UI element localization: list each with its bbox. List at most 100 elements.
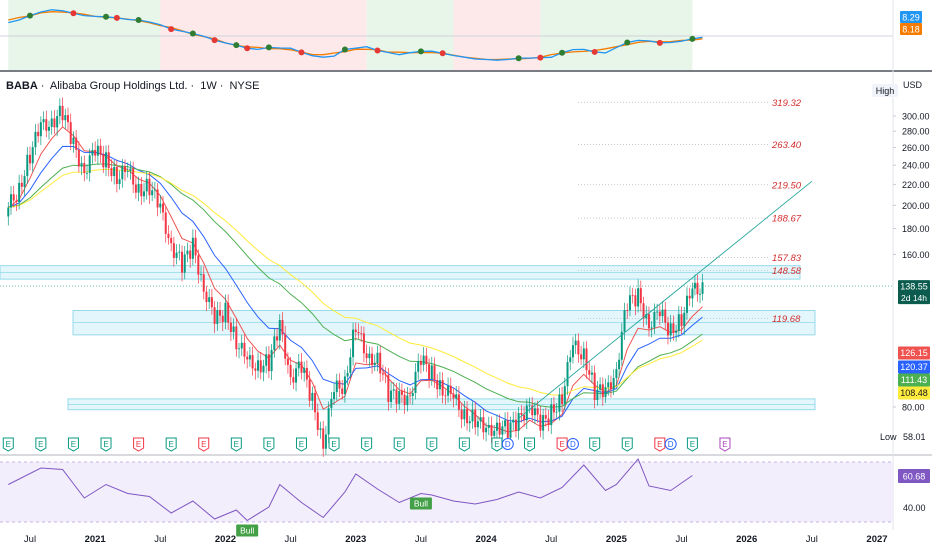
candle-body xyxy=(265,354,268,366)
x-axis-tick-label: Jul xyxy=(154,534,166,545)
candle-body xyxy=(221,315,224,323)
candle-body xyxy=(653,312,656,328)
earnings-marker[interactable] xyxy=(67,437,79,452)
earnings-marker[interactable] xyxy=(491,437,503,452)
earnings-marker-letter: E xyxy=(299,440,304,449)
candle-body xyxy=(37,131,40,137)
candle-body xyxy=(29,154,31,164)
candle-body xyxy=(83,163,86,174)
earnings-marker[interactable] xyxy=(295,437,307,452)
candle-body xyxy=(368,353,371,359)
x-axis-tick-label: 2025 xyxy=(606,534,628,545)
moving-average-value: 111.43 xyxy=(901,375,927,385)
candle-body xyxy=(615,369,618,379)
earnings-marker[interactable] xyxy=(556,437,568,452)
rsi-pane: Bull Bull xyxy=(0,458,893,537)
x-axis-tick-label: Jul xyxy=(24,534,36,545)
candle-body xyxy=(487,424,490,428)
earnings-marker[interactable] xyxy=(393,437,405,452)
earnings-marker[interactable] xyxy=(230,437,242,452)
earnings-marker[interactable] xyxy=(100,437,112,452)
candle-body xyxy=(31,147,34,164)
earnings-marker[interactable] xyxy=(686,437,698,452)
candle-body xyxy=(675,330,678,333)
candle-body xyxy=(406,395,409,406)
candle-body xyxy=(582,348,585,360)
candle-body xyxy=(319,428,322,430)
oscillator-zone-bullish xyxy=(8,0,161,70)
oscillator-cross-dot xyxy=(70,10,77,17)
symbol-name: Alibaba Group Holdings Ltd. xyxy=(49,80,188,92)
candle-body xyxy=(88,155,91,173)
candle-body xyxy=(669,323,672,336)
earnings-marker[interactable] xyxy=(426,437,438,452)
candle-body xyxy=(696,282,699,295)
oscillator-cross-dot xyxy=(515,55,522,62)
candle-body xyxy=(121,166,124,180)
candle-body xyxy=(569,357,572,362)
earnings-marker[interactable] xyxy=(2,437,14,452)
candle-body xyxy=(262,365,265,373)
earnings-marker[interactable] xyxy=(524,437,536,452)
candle-body xyxy=(466,409,469,424)
candle-body xyxy=(384,374,387,376)
scale-mode-box[interactable] xyxy=(872,84,898,97)
earnings-marker[interactable] xyxy=(621,437,633,452)
candle-body xyxy=(588,370,591,375)
candle-body xyxy=(509,422,512,438)
symbol-legend[interactable]: BABA · Alibaba Group Holdings Ltd. · 1W · N… xyxy=(6,80,262,92)
rsi-tick-label: 40.00 xyxy=(903,503,926,513)
candle-body xyxy=(202,274,205,292)
earnings-marker[interactable] xyxy=(458,437,470,452)
earnings-marker[interactable] xyxy=(35,437,47,452)
candle-body xyxy=(281,320,284,335)
trendline[interactable] xyxy=(518,180,813,419)
moving-average-value: 120.37 xyxy=(900,362,928,372)
earnings-marker[interactable] xyxy=(654,437,666,452)
candle-body xyxy=(132,168,135,185)
candle-body xyxy=(563,386,566,405)
earnings-marker[interactable] xyxy=(263,437,275,452)
candle-body xyxy=(607,382,610,388)
candle-body xyxy=(683,312,686,327)
candle-body xyxy=(612,378,615,390)
rsi-bull-label: Bull xyxy=(240,525,254,535)
candle-body xyxy=(371,353,374,366)
candle-body xyxy=(303,367,306,373)
earnings-marker[interactable] xyxy=(361,437,373,452)
candle-body xyxy=(609,382,612,390)
earnings-marker[interactable] xyxy=(589,437,601,452)
dividend-marker[interactable] xyxy=(664,438,677,450)
candle-body xyxy=(693,282,696,289)
candle-body xyxy=(254,368,257,371)
earnings-marker[interactable] xyxy=(328,437,340,452)
oscillator-cross-dot xyxy=(135,17,142,24)
earnings-marker[interactable] xyxy=(133,437,145,452)
candle-body xyxy=(599,384,602,390)
earnings-marker-letter: E xyxy=(462,440,467,449)
moving-average-badge xyxy=(898,373,930,387)
candle-body xyxy=(411,393,414,397)
candle-body xyxy=(482,417,485,433)
scale-mode-label[interactable]: High xyxy=(876,86,895,96)
candle-body xyxy=(45,119,48,131)
oscillator-cross-dot xyxy=(211,37,218,44)
moving-average-badge xyxy=(898,386,930,400)
earnings-marker[interactable] xyxy=(165,437,177,452)
moving-average-line xyxy=(8,168,703,396)
oscillator-cross-dot xyxy=(374,47,381,54)
candle-body xyxy=(677,314,680,331)
earnings-marker[interactable] xyxy=(198,437,210,452)
candle-body xyxy=(238,348,241,350)
trendline-segment[interactable] xyxy=(518,180,813,419)
y-axis-tick-label: 80.00 xyxy=(902,403,925,413)
candle-body xyxy=(474,409,477,428)
oscillator-cross-dot xyxy=(559,49,566,56)
dividend-marker[interactable] xyxy=(501,438,514,450)
earnings-marker[interactable] xyxy=(719,437,731,452)
candle-body xyxy=(631,295,634,297)
candle-body xyxy=(672,323,675,333)
x-axis-tick-label: Jul xyxy=(285,534,297,545)
dividend-marker[interactable] xyxy=(566,438,579,450)
